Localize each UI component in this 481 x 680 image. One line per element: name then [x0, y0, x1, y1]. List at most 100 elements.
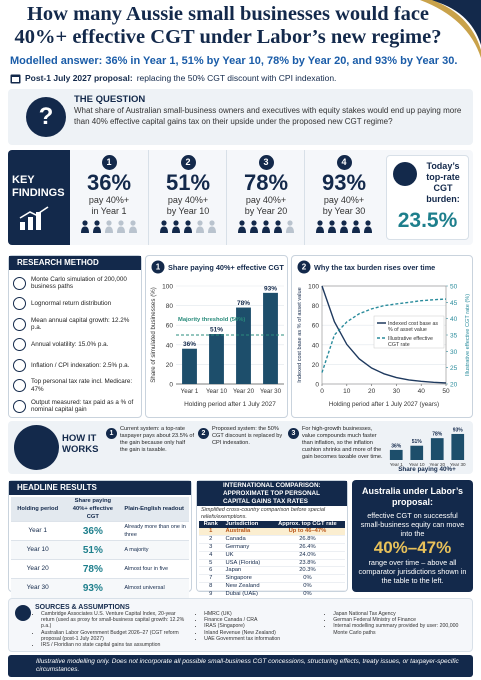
intl-table-wrap: Rank Jurisdiction Approx. top CGT rate 1 Aus…	[199, 521, 345, 598]
corner-swoosh	[430, 0, 481, 45]
value-label: 36%	[183, 341, 196, 348]
chart-number-bg	[297, 260, 311, 274]
intl-panel: INTERNATIONAL COMPARISON: APPROXIMATE TO…	[196, 480, 348, 597]
finding-value: 78%	[243, 170, 289, 195]
intl-cell: Up to 46–47%	[288, 527, 327, 534]
bar	[451, 433, 465, 460]
results-cell: Year 1	[28, 527, 47, 534]
finding-period: in Year 1	[91, 206, 127, 216]
bar	[182, 348, 197, 384]
research-text: Mean annual capital growth: 12.2% p.a.	[31, 316, 130, 332]
value-label: 93%	[264, 285, 277, 292]
intl-note: Simplified cross-country comparison befo…	[201, 507, 326, 520]
results-panel: HEADLINE RESULTS Holding period Share pay…	[8, 480, 192, 598]
australia-text-after: range over time – above all comparator j…	[358, 558, 467, 585]
intl-cell: 2	[209, 535, 213, 542]
research-item: Monte Carlo simulation of 200,000 busine…	[13, 273, 139, 294]
question-box: ? THE QUESTION What share of Australian …	[8, 89, 473, 145]
results-cell: Almost four in five	[124, 566, 169, 572]
intl-row: 5 USA (Florida) 23.8%	[199, 559, 345, 567]
intl-column-header: Jurisdiction	[225, 521, 259, 527]
person-body	[340, 226, 348, 233]
intl-row: 6 Japan 20.3%	[199, 566, 345, 575]
research-panel: RESEARCH METHOD Monte Carlo simulation o…	[8, 255, 142, 418]
finding-number: 3	[258, 155, 274, 170]
research-icon	[13, 317, 26, 331]
chart-number: 2	[302, 263, 307, 272]
chart-caption: Share paying 40%+	[398, 466, 456, 473]
y-tick-label: 60	[166, 323, 174, 330]
person-body	[172, 226, 180, 233]
finding: 2 51% pay 40%+ by Year 10	[148, 150, 227, 245]
intl-cell: Canada	[225, 535, 246, 542]
key-findings-label: KEY FINDINGS	[12, 174, 65, 199]
intl-cell: 26.4%	[299, 543, 316, 550]
source-item: Internal modelling summary provided by u…	[333, 623, 469, 635]
person-head	[353, 220, 359, 226]
bar-chart: 1 Share paying 40%+ effective CGT 0 20 40 60 8…	[145, 255, 288, 418]
chart-number-bg	[151, 260, 165, 274]
australia-title: Australia under Labor’s proposal:	[361, 486, 464, 507]
question-text: What share of Australian small-business …	[74, 106, 462, 126]
intl-table: Rank Jurisdiction Approx. top CGT rate 1 Aus…	[199, 521, 345, 598]
person-body	[184, 226, 192, 233]
research-icon	[13, 276, 26, 290]
y2-tick-label: 45	[450, 300, 458, 307]
y-axis-label: Indexed cost base as % of asset value	[297, 287, 303, 382]
how-step: 3 For high-growth businesses, value compo…	[288, 426, 383, 461]
finding-value: 51%	[165, 170, 211, 195]
subtitle: Modelled answer: 36% in Year 1, 51% by Y…	[10, 55, 458, 67]
research-title: RESEARCH METHOD	[9, 256, 141, 270]
person-head	[287, 220, 293, 226]
x-axis-label: Holding period after 1 July 2027	[184, 401, 276, 408]
source-item: Finance Canada / CRA	[204, 617, 317, 623]
intl-cell: Australia	[225, 527, 251, 534]
sources-column: Cambridge Associates U.S. Venture Capita…	[33, 611, 188, 651]
people-icons	[238, 220, 294, 233]
value-label: 36%	[391, 443, 402, 449]
y-tick-label: 0	[315, 382, 319, 389]
research-item: Lognormal return distribution	[13, 294, 139, 315]
key-findings-label-box: KEY FINDINGS	[8, 150, 70, 245]
finding-text: pay 40%+	[167, 195, 209, 205]
finding-text: pay 40%+	[245, 195, 287, 205]
how-label: HOW IT WORKS	[62, 433, 99, 455]
line-chart: 2 Why the tax burden rises over time 0 20 40…	[291, 255, 473, 418]
today-box: Today’s top-rate CGT burden: 23.5%	[386, 155, 469, 240]
intl-cell: 0%	[303, 591, 312, 598]
x-axis-label: Holding period after 1 July 2027 (years)	[329, 401, 439, 408]
person-head	[263, 220, 269, 226]
y-tick-label: 40	[166, 342, 174, 349]
how-step: 1 Current system: a top-rate taxpayer pay…	[106, 426, 194, 454]
how-icon	[14, 425, 59, 470]
finding-number: 1	[101, 155, 117, 170]
intl-cell: 0%	[303, 583, 312, 590]
person-body	[262, 226, 270, 233]
intl-cell: 8	[209, 583, 213, 590]
bar	[236, 307, 251, 384]
person-head	[106, 220, 112, 226]
results-table-wrap: Holding period Share paying 40%+ effectiv…	[11, 497, 189, 598]
finding-value: 36%	[86, 170, 132, 195]
intl-cell: New Zealand	[225, 583, 260, 590]
research-text: Annual volatility: 15.0% p.a.	[31, 341, 109, 348]
corner-swoosh-gold	[420, 0, 481, 58]
y-tick-label: 0	[169, 382, 173, 389]
research-items: Monte Carlo simulation of 200,000 busine…	[13, 273, 139, 417]
results-cell: 36%	[82, 525, 103, 537]
intl-row: 7 Singapore 0%	[199, 574, 345, 583]
intl-cell: 1	[209, 527, 213, 534]
y2-tick-label: 35	[450, 333, 458, 340]
finding-period: by Year 10	[166, 206, 210, 216]
source-item: German Federal Ministry of Finance	[333, 617, 469, 623]
results-cell: 93%	[82, 582, 103, 594]
y2-tick-label: 25	[450, 365, 458, 372]
bar	[389, 449, 403, 460]
intl-column-header: Rank	[203, 521, 218, 527]
australia-highlight: 40%–47%	[373, 538, 452, 557]
x-tick-label: Year 20	[429, 462, 445, 467]
sources-icon	[15, 605, 31, 621]
value-label: 78%	[432, 432, 443, 438]
intl-cell: 6	[209, 567, 213, 574]
person-head	[161, 220, 167, 226]
